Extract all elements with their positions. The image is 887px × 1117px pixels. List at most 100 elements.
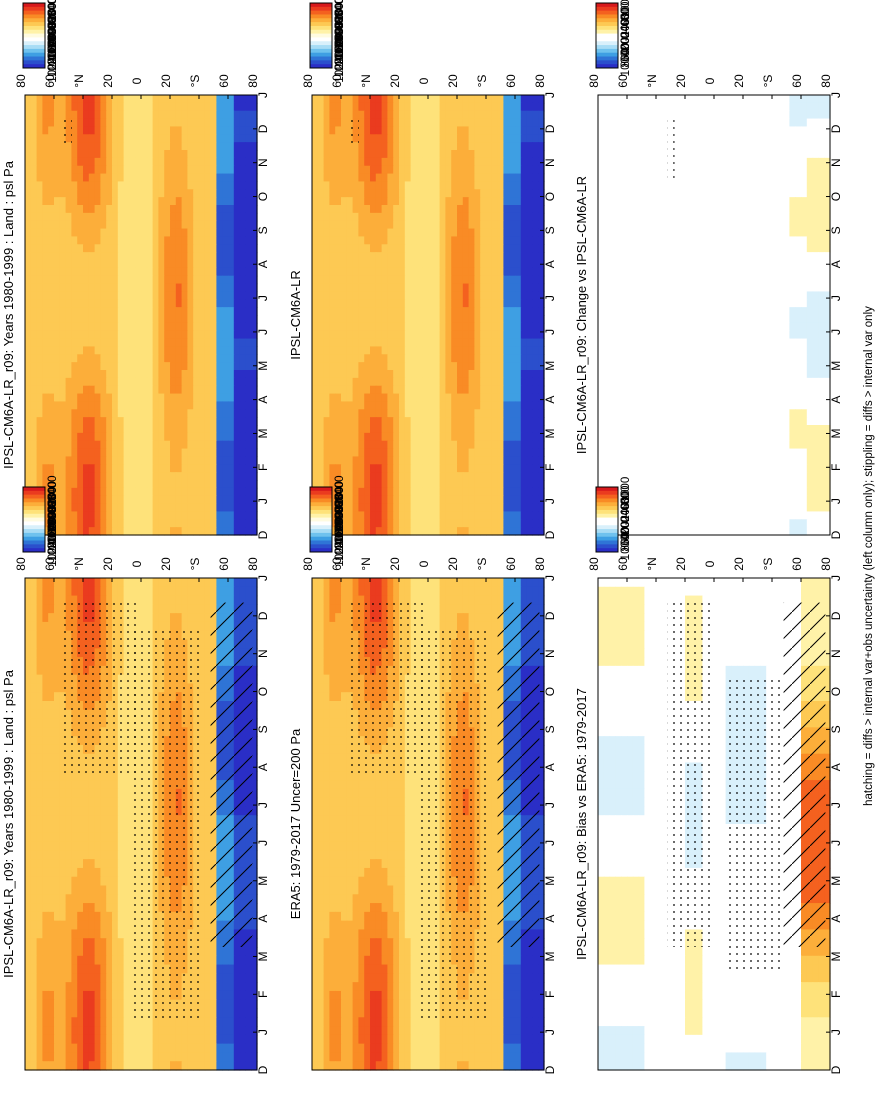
heatmap-cell — [54, 1009, 60, 1018]
heatmap-cell — [54, 938, 60, 947]
heatmap-cell — [205, 394, 211, 402]
heatmap-cell — [205, 346, 211, 354]
heatmap-cell — [124, 1061, 130, 1070]
heatmap-cell — [112, 417, 118, 425]
heatmap-cell — [118, 806, 124, 815]
heatmap-cell — [129, 425, 135, 433]
heatmap-cell — [37, 1017, 43, 1026]
heatmap-cell — [124, 244, 130, 252]
heatmap-cell — [216, 991, 222, 1000]
heatmap-cell — [37, 315, 43, 323]
heatmap-cell — [193, 331, 199, 339]
month-tick-label: M — [256, 951, 270, 961]
heatmap-cell — [492, 587, 498, 596]
heatmap-cell — [77, 947, 83, 956]
heatmap-cell — [124, 276, 130, 284]
heatmap-cell — [176, 346, 182, 354]
heatmap-cell — [228, 472, 234, 480]
heatmap-cell — [89, 111, 95, 119]
heatmap-cell — [234, 134, 240, 142]
heatmap-cell — [182, 103, 188, 111]
heatmap-cell — [187, 386, 193, 394]
heatmap-cell — [170, 111, 176, 119]
heatmap-cell — [25, 868, 31, 877]
heatmap-cell — [48, 675, 54, 684]
heatmap-cell — [100, 362, 106, 370]
heatmap-cell — [199, 806, 205, 815]
heatmap-cell — [141, 189, 147, 197]
heatmap-cell — [193, 126, 199, 134]
heatmap-cell — [451, 613, 457, 622]
heatmap-cell — [193, 244, 199, 252]
heatmap-cell — [112, 229, 118, 237]
heatmap-cell — [164, 480, 170, 488]
heatmap-cell — [187, 401, 193, 409]
heatmap-cell — [216, 449, 222, 457]
heatmap-cell — [95, 504, 101, 512]
heatmap-cell — [245, 307, 251, 315]
heatmap-cell — [141, 409, 147, 417]
heatmap-cell — [83, 1044, 89, 1053]
heatmap-cell — [199, 464, 205, 472]
heatmap-cell — [60, 947, 66, 956]
heatmap-cell — [54, 622, 60, 631]
heatmap-cell — [124, 1000, 130, 1009]
heatmap-cell — [234, 252, 240, 260]
heatmap-cell — [112, 472, 118, 480]
heatmap-cell — [205, 472, 211, 480]
heatmap-cell — [83, 449, 89, 457]
heatmap-cell — [135, 244, 141, 252]
heatmap-cell — [42, 1035, 48, 1044]
heatmap-cell — [193, 134, 199, 142]
heatmap-cell — [205, 496, 211, 504]
heatmap-cell — [37, 433, 43, 441]
heatmap-cell — [434, 587, 440, 596]
heatmap-cell — [176, 417, 182, 425]
heatmap-cell — [234, 587, 240, 596]
heatmap-cell — [182, 596, 188, 605]
heatmap-cell — [324, 631, 330, 640]
heatmap-cell — [112, 842, 118, 851]
heatmap-cell — [147, 197, 153, 205]
heatmap-cell — [54, 780, 60, 789]
heatmap-cell — [66, 488, 72, 496]
heatmap-cell — [95, 1044, 101, 1053]
heatmap-cell — [60, 401, 66, 409]
heatmap-cell — [60, 806, 66, 815]
heatmap-cell — [83, 798, 89, 807]
heatmap-cell — [48, 815, 54, 824]
month-tick-label: J — [256, 802, 270, 808]
lat-tick-label: °S — [188, 558, 202, 571]
heatmap-cell — [37, 675, 43, 684]
heatmap-cell — [100, 1017, 106, 1026]
heatmap-cell — [60, 824, 66, 833]
heatmap-cell — [106, 331, 112, 339]
heatmap-cell — [193, 394, 199, 402]
heatmap-cell — [370, 578, 376, 587]
heatmap-cell — [48, 719, 54, 728]
heatmap-cell — [135, 134, 141, 142]
heatmap-cell — [48, 921, 54, 930]
heatmap-cell — [95, 417, 101, 425]
heatmap-cell — [54, 991, 60, 1000]
heatmap-cell — [37, 613, 43, 622]
heatmap-cell — [170, 260, 176, 268]
heatmap-cell — [95, 213, 101, 221]
heatmap-cell — [66, 307, 72, 315]
heatmap-cell — [245, 504, 251, 512]
heatmap-cell — [118, 894, 124, 903]
heatmap-cell — [358, 587, 364, 596]
heatmap-cell — [240, 417, 246, 425]
heatmap-cell — [48, 868, 54, 877]
heatmap-cell — [164, 213, 170, 221]
month-tick-label: D — [256, 611, 270, 620]
heatmap-cell — [199, 394, 205, 402]
heatmap-cell — [312, 666, 318, 675]
heatmap-cell — [71, 965, 77, 974]
heatmap-cell — [199, 833, 205, 842]
heatmap-cell — [31, 886, 37, 895]
heatmap-cell — [193, 604, 199, 613]
heatmap-cell — [176, 276, 182, 284]
heatmap-cell — [106, 965, 112, 974]
heatmap-cell — [329, 578, 335, 587]
